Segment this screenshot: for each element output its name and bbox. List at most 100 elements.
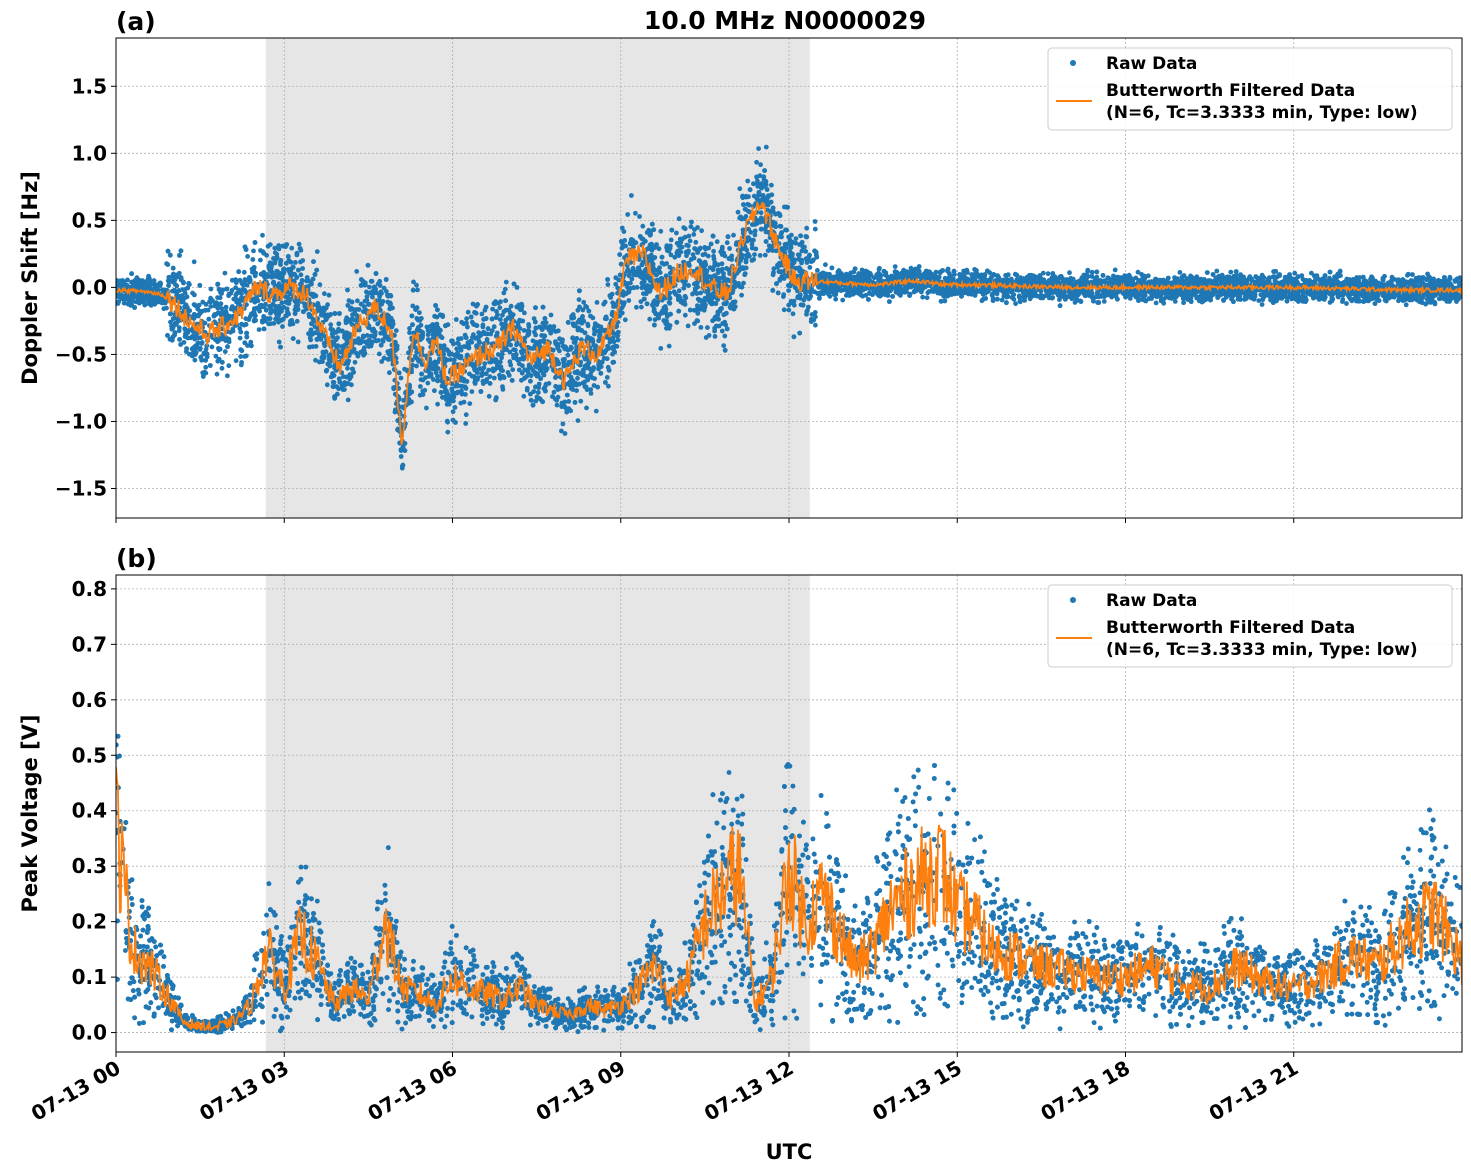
raw-point (407, 326, 412, 331)
raw-point (248, 339, 254, 345)
raw-point (192, 292, 197, 298)
raw-point (345, 287, 350, 293)
raw-point (752, 252, 757, 257)
raw-point (495, 352, 501, 357)
raw-point (689, 219, 694, 225)
raw-point (1112, 267, 1118, 273)
raw-point (786, 288, 791, 293)
raw-point (798, 273, 804, 278)
raw-point (548, 312, 554, 318)
raw-point (251, 248, 256, 254)
raw-point (1228, 269, 1234, 275)
raw-point (463, 386, 469, 391)
raw-point (745, 178, 751, 184)
raw-point (576, 297, 582, 302)
raw-point (393, 328, 399, 333)
raw-point (295, 339, 301, 345)
raw-point (501, 290, 507, 296)
raw-point (208, 286, 214, 292)
raw-point (804, 225, 810, 231)
raw-point (800, 244, 806, 250)
raw-point (763, 144, 769, 150)
raw-point (198, 355, 204, 361)
raw-point (467, 401, 473, 406)
raw-point (415, 287, 420, 293)
raw-point (606, 383, 611, 389)
raw-point (699, 228, 704, 234)
raw-point (191, 259, 197, 265)
raw-point (214, 371, 220, 377)
raw-point (758, 162, 763, 168)
raw-point (721, 343, 727, 349)
raw-point (192, 357, 198, 363)
raw-point (486, 393, 492, 399)
raw-point (625, 212, 631, 217)
raw-point (724, 266, 730, 271)
raw-point (664, 314, 670, 319)
raw-point (786, 302, 792, 308)
raw-point (498, 299, 503, 305)
raw-point (233, 358, 239, 364)
raw-point (508, 342, 513, 348)
raw-point (790, 311, 796, 317)
raw-point (661, 261, 667, 267)
raw-point (757, 253, 763, 258)
raw-point (471, 332, 476, 338)
raw-point (1177, 270, 1183, 275)
raw-point (491, 375, 497, 381)
raw-point (300, 266, 305, 271)
figure-title: 10.0 MHz N0000029 (644, 6, 926, 35)
raw-point (722, 333, 728, 339)
raw-point (182, 290, 188, 296)
raw-point (1101, 299, 1107, 304)
raw-point (298, 272, 304, 278)
raw-point (225, 373, 230, 379)
raw-point (693, 239, 699, 245)
raw-point (652, 317, 658, 323)
raw-point (714, 239, 720, 245)
raw-point (276, 339, 282, 345)
raw-point (463, 412, 469, 418)
raw-point (672, 254, 678, 260)
raw-point (402, 366, 407, 372)
raw-point (439, 383, 445, 389)
raw-point (384, 289, 389, 294)
raw-point (756, 146, 761, 152)
raw-point (936, 274, 942, 280)
raw-point (574, 388, 579, 393)
raw-point (691, 232, 697, 237)
plot-area (116, 144, 1462, 471)
raw-point (241, 269, 247, 275)
raw-point (300, 258, 306, 263)
raw-point (713, 301, 719, 307)
raw-point (482, 361, 488, 366)
raw-point (1067, 270, 1072, 276)
raw-point (666, 343, 672, 349)
raw-point (352, 359, 358, 365)
raw-point (458, 400, 464, 406)
raw-point (243, 316, 249, 321)
raw-point (425, 380, 431, 386)
raw-point (685, 323, 691, 329)
raw-point (629, 276, 635, 282)
raw-point (712, 334, 718, 339)
raw-point (376, 351, 382, 357)
raw-point (516, 367, 522, 373)
raw-point (387, 370, 392, 376)
raw-point (317, 282, 323, 288)
raw-point (354, 269, 360, 274)
raw-point (314, 249, 320, 255)
raw-point (807, 265, 813, 270)
raw-point (671, 289, 677, 295)
raw-point (737, 186, 743, 192)
raw-point (226, 363, 232, 369)
raw-point (765, 248, 771, 254)
raw-point (245, 254, 251, 259)
raw-point (594, 300, 600, 305)
raw-point (827, 293, 833, 299)
raw-point (229, 288, 235, 293)
raw-point (711, 248, 716, 254)
raw-point (453, 317, 459, 322)
raw-point (892, 264, 898, 269)
